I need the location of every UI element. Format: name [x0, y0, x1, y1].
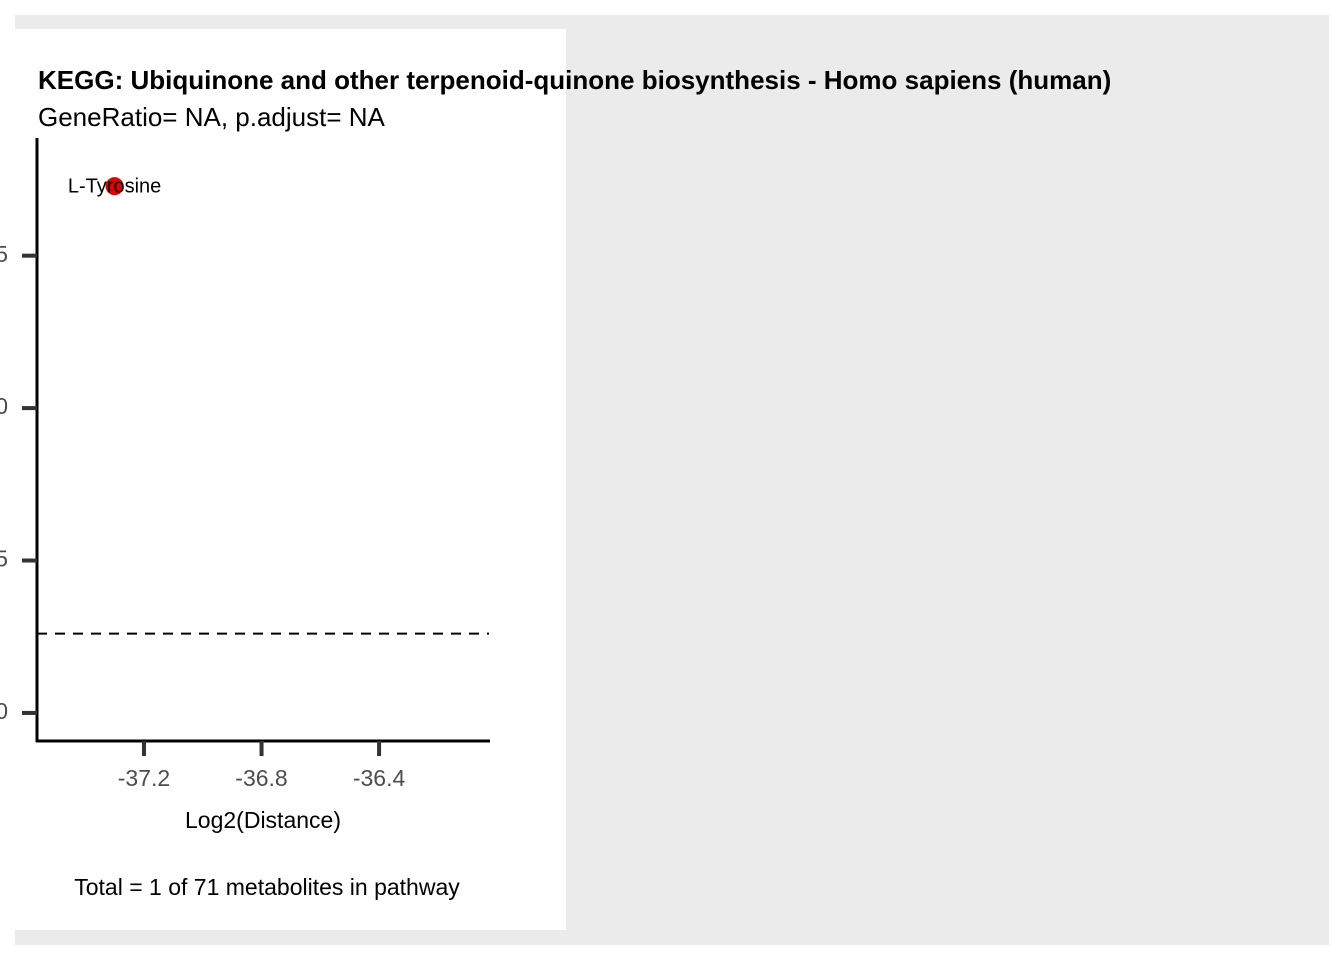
x-tick-label: -36.4 — [353, 765, 406, 791]
y-tick-label: 7.5 — [0, 241, 8, 267]
y-tick-label: 2.5 — [0, 546, 8, 572]
y-tick-label: 0.0 — [0, 698, 8, 724]
x-tick-label: -37.2 — [118, 765, 170, 791]
y-tick-label: 5.0 — [0, 393, 8, 419]
x-axis-label: Log2(Distance) — [185, 807, 341, 833]
chart-subtitle: GeneRatio= NA, p.adjust= NA — [38, 102, 386, 132]
caption: Total = 1 of 71 metabolites in pathway — [74, 874, 460, 900]
point — [105, 177, 124, 196]
point-label: L-Tyrosine — [68, 175, 161, 197]
chart-title: KEGG: Ubiquinone and other terpenoid-qui… — [38, 65, 1111, 95]
x-tick-label: -36.8 — [235, 765, 287, 791]
plot-panel — [15, 29, 566, 930]
